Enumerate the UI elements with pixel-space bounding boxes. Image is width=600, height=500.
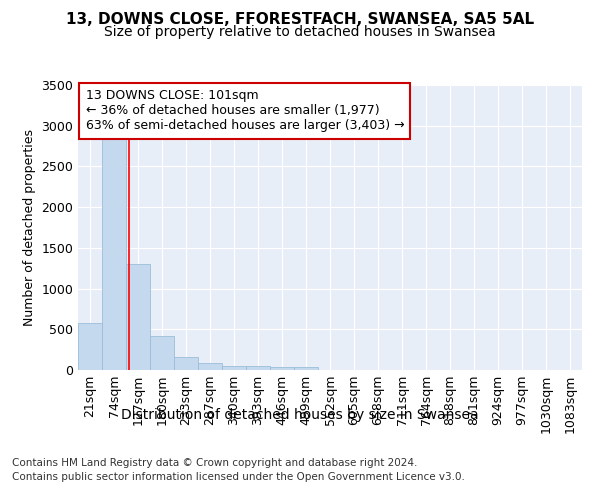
Bar xyxy=(198,364,222,370)
Bar xyxy=(270,366,294,370)
Bar xyxy=(222,366,246,370)
Bar xyxy=(174,357,198,370)
Bar xyxy=(294,367,318,370)
Bar xyxy=(126,264,150,370)
Bar xyxy=(102,134,126,370)
Text: 13 DOWNS CLOSE: 101sqm
← 36% of detached houses are smaller (1,977)
63% of semi-: 13 DOWNS CLOSE: 101sqm ← 36% of detached… xyxy=(86,90,404,132)
Bar xyxy=(150,336,174,370)
Y-axis label: Number of detached properties: Number of detached properties xyxy=(23,129,36,326)
Text: Contains HM Land Registry data © Crown copyright and database right 2024.: Contains HM Land Registry data © Crown c… xyxy=(12,458,418,468)
Text: Contains public sector information licensed under the Open Government Licence v3: Contains public sector information licen… xyxy=(12,472,465,482)
Text: Distribution of detached houses by size in Swansea: Distribution of detached houses by size … xyxy=(121,408,479,422)
Text: 13, DOWNS CLOSE, FFORESTFACH, SWANSEA, SA5 5AL: 13, DOWNS CLOSE, FFORESTFACH, SWANSEA, S… xyxy=(66,12,534,28)
Text: Size of property relative to detached houses in Swansea: Size of property relative to detached ho… xyxy=(104,25,496,39)
Bar xyxy=(246,366,270,370)
Bar xyxy=(78,323,102,370)
